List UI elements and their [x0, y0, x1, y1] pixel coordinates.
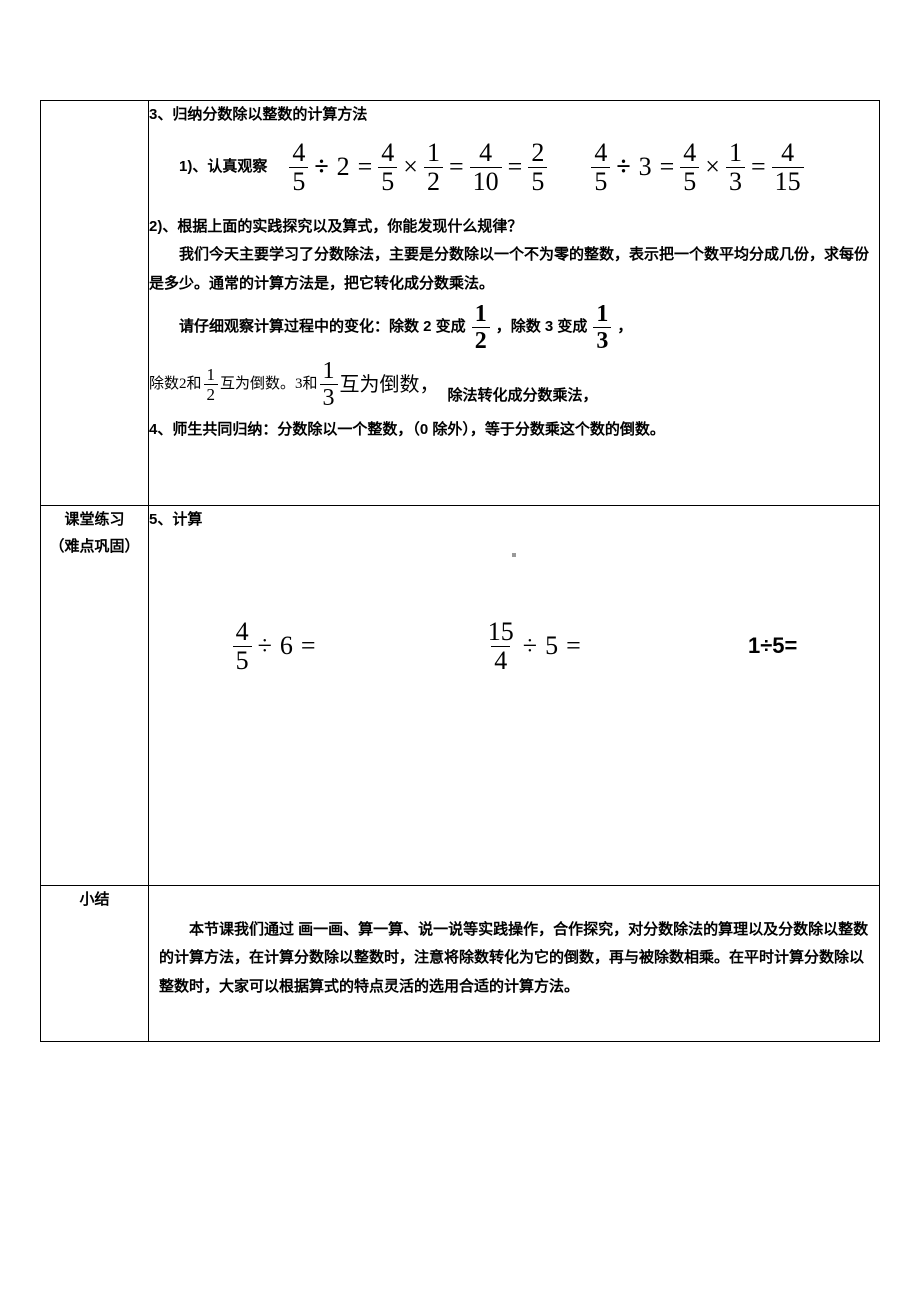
frac: 415 [772, 140, 804, 195]
row1-content: 3、归纳分数除以整数的计算方法 1)、认真观察 45 ÷ 2 = 45 × 12… [149, 101, 880, 506]
observe-label: 1)、认真观察 [179, 153, 267, 182]
text: 互为倒数， [340, 366, 440, 404]
text: ， [617, 313, 632, 342]
exercise-row: 45 ÷ 6 = 154 ÷ 5 = 1÷5= [149, 619, 879, 674]
num: 2 [337, 142, 350, 191]
frac: 410 [470, 140, 502, 195]
text: ，除数 3 变成 [496, 313, 588, 342]
frac: 45 [378, 140, 397, 195]
frac: 12 [424, 140, 443, 195]
q2-label: 2)、根据上面的实践探究以及算式，你能发现什么规律？ [149, 213, 879, 242]
op-div: ÷ [523, 621, 537, 670]
num: 6 [280, 621, 293, 670]
heading-4: 4、师生共同归纳：分数除以一个整数，（0 除外），等于分数乘这个数的倒数。 [149, 416, 879, 445]
num: 5 [545, 621, 558, 670]
frac: 45 [289, 140, 308, 195]
op-eq: = [301, 621, 316, 670]
page: 3、归纳分数除以整数的计算方法 1)、认真观察 45 ÷ 2 = 45 × 12… [0, 0, 920, 1082]
op-eq: = [566, 621, 581, 670]
exercise-2: 154 ÷ 5 = [483, 619, 585, 674]
spacer [149, 445, 879, 505]
para-1: 我们今天主要学习了分数除法，主要是分数除以一个不为零的整数，表示把一个数平均分成… [149, 241, 879, 298]
row1-label-cell [41, 101, 149, 506]
heading-3: 3、归纳分数除以整数的计算方法 [149, 101, 879, 130]
op-eq: = [358, 142, 373, 191]
frac: 25 [528, 140, 547, 195]
frac: 13 [726, 140, 745, 195]
equation-row: 1)、认真观察 45 ÷ 2 = 45 × 12 = 410 = 25 45 ÷… [149, 140, 879, 195]
summary-text: 本节课我们通过 画一画、算一算、说一说等实践操作，合作探究，对分数除法的算理以及… [149, 886, 879, 1042]
op-times: × [705, 142, 720, 191]
op-times: × [403, 142, 418, 191]
frac: 45 [591, 140, 610, 195]
para-3: 除数2和 12 互为倒数。3和 13 互为倒数， 除法转化成分数乘法， [149, 359, 879, 410]
text: 请仔细观察计算过程中的变化：除数 2 变成 [179, 313, 466, 342]
op-div: ÷ [314, 142, 328, 191]
exercise-3: 1÷5= [748, 625, 797, 667]
op-eq: = [751, 142, 766, 191]
exercise-1: 45 ÷ 6 = [231, 619, 320, 674]
text: 除数2和 [149, 370, 202, 399]
lesson-table: 3、归纳分数除以整数的计算方法 1)、认真观察 45 ÷ 2 = 45 × 12… [40, 100, 880, 1042]
op-eq: = [508, 142, 523, 191]
op-eq: = [449, 142, 464, 191]
row-summary: 小结 本节课我们通过 画一画、算一算、说一说等实践操作，合作探究，对分数除法的算… [41, 885, 880, 1042]
heading-5: 5、计算 [149, 506, 879, 535]
op-div: ÷ [616, 142, 630, 191]
row3-content: 本节课我们通过 画一画、算一算、说一说等实践操作，合作探究，对分数除法的算理以及… [149, 885, 880, 1042]
op-div: ÷ [258, 621, 272, 670]
frac-third: 13 [591, 302, 613, 353]
label-line-2: （难点巩固） [41, 533, 148, 560]
row-content-1: 3、归纳分数除以整数的计算方法 1)、认真观察 45 ÷ 2 = 45 × 12… [41, 101, 880, 506]
row3-label-cell: 小结 [41, 885, 149, 1042]
reciprocal-1: 除数2和 12 互为倒数。3和 13 互为倒数， [149, 359, 440, 410]
op-eq: = [660, 142, 675, 191]
frac: 45 [680, 140, 699, 195]
dot-mark [149, 540, 879, 569]
label-line-1: 课堂练习 [41, 506, 148, 533]
para-2: 请仔细观察计算过程中的变化：除数 2 变成 12 ，除数 3 变成 13 ， [179, 302, 879, 353]
equation-2: 45 ÷ 3 = 45 × 13 = 415 [589, 140, 805, 195]
row-practice: 课堂练习 （难点巩固） 5、计算 45 ÷ 6 = 154 ÷ 5 = 1÷5= [41, 505, 880, 885]
frac-half: 12 [470, 302, 492, 353]
text: 互为倒数。3和 [220, 370, 318, 399]
num: 3 [639, 142, 652, 191]
equation-1: 45 ÷ 2 = 45 × 12 = 410 = 25 [287, 140, 549, 195]
row2-content: 5、计算 45 ÷ 6 = 154 ÷ 5 = 1÷5= [149, 505, 880, 885]
row2-label-cell: 课堂练习 （难点巩固） [41, 505, 149, 885]
label-summary: 小结 [41, 886, 148, 913]
text: 除法转化成分数乘法， [448, 382, 598, 411]
